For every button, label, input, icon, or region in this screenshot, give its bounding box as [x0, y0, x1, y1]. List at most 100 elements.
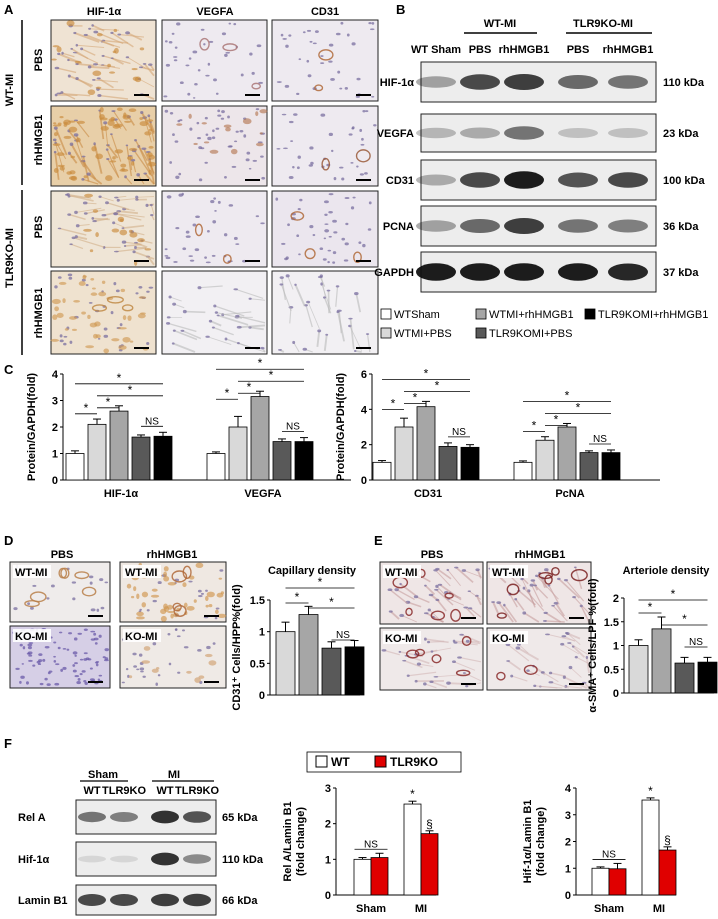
- ihc-d-label-br: KO-MI: [125, 631, 157, 643]
- chartF2-bar-g2-s1: [641, 799, 660, 896]
- blot-b-size-2: 23 kDa: [663, 128, 699, 140]
- blot-f-label-1: Rel A: [18, 812, 46, 824]
- ihc-a-r1-c2-bg: [161, 19, 268, 102]
- chartC1-bar-g2-s5: [294, 441, 314, 481]
- ihc-a-r4-c1: [50, 270, 157, 355]
- blot-b-size-1: 110 kDa: [663, 77, 705, 89]
- legend-f-label-wt: WT: [331, 755, 350, 769]
- blot-b-size-5: 37 kDa: [663, 267, 699, 279]
- chart-d-bar-g1-s2: [298, 614, 319, 696]
- f-lane-1: WT: [83, 785, 100, 797]
- chartC2-xlabel-2: PcNA: [555, 488, 584, 500]
- ihc-d-label-tl: WT-MI: [15, 567, 47, 579]
- blot-f-band-2-3: [151, 852, 179, 866]
- chartF2-xlabel-1: Sham: [594, 903, 624, 915]
- chartC2-bar-g2-s3: [557, 426, 577, 481]
- chartC1-sig-0-a-label: *: [84, 401, 89, 415]
- chartC2-ytick-label-0: 0: [361, 475, 367, 487]
- chartC2-xlabel-1: CD31: [414, 488, 442, 500]
- f-header-sham: Sham: [88, 769, 118, 781]
- chartF1-ytick-label-1: 1: [325, 854, 331, 866]
- chartC1-ylabel: Protein/GAPDH(fold): [26, 373, 38, 481]
- chartF1-sig-star: *: [410, 787, 415, 801]
- chartF1-ytick-label-3: 3: [325, 783, 331, 795]
- chartF2-ytick-label-4: 4: [565, 783, 572, 795]
- chart-d-ylabel: CD31⁺ Cells/HPP%(fold): [231, 584, 243, 711]
- d-col-pbs: PBS: [51, 549, 74, 561]
- chart-d-sig-1-label: *: [318, 575, 323, 589]
- chart-d-sig-3-label: *: [329, 595, 334, 609]
- legend-b-swatch-2: [380, 327, 392, 339]
- chartC2-ytick-label-2: 4: [361, 404, 368, 416]
- row-label-pbs-2: PBS: [33, 216, 45, 239]
- ihc-a-r4-c2-bg: [161, 270, 268, 355]
- chartC2-bar-g2-s2: [535, 439, 555, 481]
- blot-header-wt: WT-MI: [484, 18, 516, 30]
- blot-b-band-5-5: [608, 263, 648, 281]
- ihc-a-r2-c2: [161, 105, 268, 187]
- chartC1-ytick-label-4: 4: [52, 369, 59, 381]
- ihc-a-r3-c2: [161, 190, 268, 268]
- chartC1-bar-g2-s2: [228, 426, 248, 481]
- ihc-a-r2-c1: [50, 105, 157, 187]
- chartF2-bar-g1-s1: [591, 867, 610, 896]
- blot-b-band-2-2: [460, 127, 500, 139]
- chartC1-sig-1-b-label: *: [247, 380, 252, 394]
- blot-b-band-5-1: [416, 263, 456, 281]
- legend-b-label-1: WTSham: [394, 309, 440, 321]
- col-label-cd31: CD31: [311, 6, 339, 18]
- panel-d: PBS rhHMGB1 WT-MI WT-MI KO-MI KO-MI Capilla…: [9, 549, 365, 711]
- blot-b-band-1-1: [416, 76, 456, 88]
- f-lane-3: WT: [156, 785, 173, 797]
- blot-f-band-3-2: [110, 894, 138, 906]
- blot-b-band-3-2: [460, 172, 500, 188]
- chartC2-ytick-label-3: 6: [361, 369, 367, 381]
- blot-b-label-1: HIF-1α: [380, 77, 415, 89]
- ihc-a-r2-c3: [271, 105, 379, 187]
- chart-d-sig-2-label: *: [295, 590, 300, 604]
- blot-b-label-2: VEGFA: [377, 128, 414, 140]
- panel-b: WT-MI TLR9KO-MI WT Sham PBS rhHMGB1 PBS …: [374, 18, 708, 340]
- chartC1-bar-g1-s3: [109, 410, 129, 481]
- blot-b-band-3-3: [504, 171, 544, 189]
- blot-b-band-4-1: [416, 220, 456, 232]
- ihc-a-r2-c3-bg: [271, 105, 379, 187]
- chartF2-ytick-label-3: 3: [565, 810, 571, 822]
- panel-letter-e: E: [374, 533, 383, 548]
- lane-label-3: rhHMGB1: [499, 44, 550, 56]
- chart-d-bar-g1-s4: [344, 646, 365, 696]
- chart-e-sig-2-label: *: [648, 600, 653, 614]
- chart-e-ytick-label-1: 0.5: [604, 664, 619, 676]
- chartF1-bar-g2-s2: [420, 833, 439, 896]
- blot-b-label-4: PCNA: [383, 221, 414, 233]
- group-label-wt: WT-MI: [4, 74, 16, 106]
- chart-d-ytick-label-3: 1.5: [250, 595, 265, 607]
- e-chart-title: Arteriole density: [623, 565, 711, 577]
- blot-f-band-1-1: [78, 811, 106, 823]
- chart-e-sig-3-label: *: [682, 612, 687, 626]
- chartC2-sig-1-a-label: *: [532, 418, 537, 432]
- col-label-vegfa: VEGFA: [196, 6, 233, 18]
- blot-f-size-3: 66 kDa: [222, 895, 258, 907]
- lane-label-1: WT Sham: [411, 44, 461, 56]
- ihc-d-label-bl: KO-MI: [15, 631, 47, 643]
- ihc-e-label-tr: WT-MI: [492, 567, 524, 579]
- blot-b-band-2-4: [558, 128, 598, 138]
- chartC1-sig-1-a-label: *: [225, 386, 230, 400]
- chartF2-sig-section: §: [664, 833, 671, 847]
- panel-letter-f: F: [4, 736, 12, 751]
- blot-b-band-5-4: [558, 263, 598, 281]
- chartC1-sig-1-e-label: NS: [286, 422, 300, 433]
- ihc-a-r3-c2-bg: [161, 190, 268, 268]
- chartC2-sig-0-b-label: *: [413, 390, 418, 404]
- legend-b-label-5: TLR9KOMI+rhHMGB1: [598, 309, 708, 321]
- chart-d-ytick-label-0: 0: [259, 690, 265, 702]
- blot-f-size-2: 110 kDa: [222, 854, 264, 866]
- blot-f-label-2: Hif-1α: [18, 854, 49, 866]
- chartC2-sig-1-c-label: *: [576, 400, 581, 414]
- chartC2-bar-g2-s1: [513, 461, 533, 481]
- legend-b-swatch-4: [475, 327, 487, 339]
- chartC1-bar-g1-s5: [153, 435, 173, 481]
- legend-b-swatch-3: [475, 308, 487, 320]
- chartF1-sig-section: §: [426, 817, 433, 831]
